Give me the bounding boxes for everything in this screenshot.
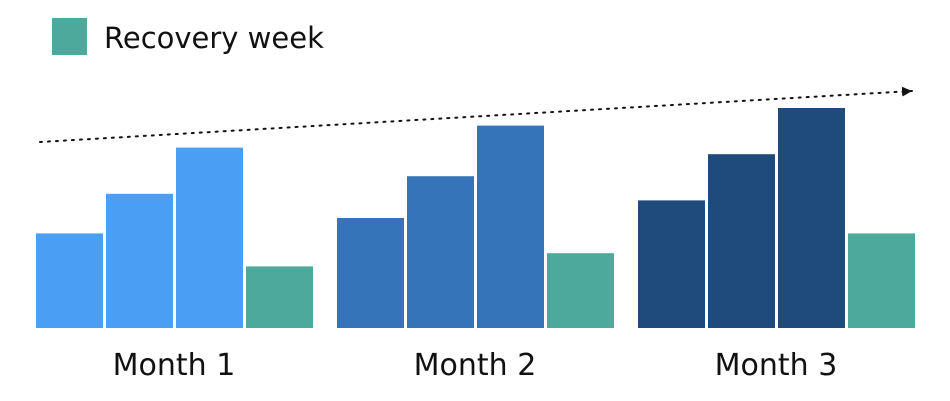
legend-swatch-recovery-week: [52, 18, 87, 55]
bar-month-3-week-1: [638, 200, 705, 328]
bar-month-1-recovery-week: [246, 266, 313, 328]
bar-month-3-recovery-week: [848, 233, 915, 328]
bar-month-2-recovery-week: [547, 253, 614, 328]
bar-month-3-week-2: [708, 154, 775, 328]
bars: [36, 108, 915, 328]
trend-arrow: [39, 86, 913, 143]
group-label-month-2: Month 2: [414, 348, 537, 383]
bar-month-3-week-3: [778, 108, 845, 328]
bar-month-1-week-1: [36, 233, 103, 328]
legend: Recovery week: [52, 18, 324, 55]
bar-month-1-week-3: [176, 147, 243, 328]
group-label-month-3: Month 3: [715, 348, 838, 383]
bar-month-2-week-2: [407, 176, 474, 328]
group-label-month-1: Month 1: [113, 348, 236, 383]
bar-month-2-week-1: [337, 218, 404, 328]
bar-month-1-week-2: [106, 193, 173, 328]
legend-label-recovery-week: Recovery week: [104, 21, 324, 55]
bar-month-2-week-3: [477, 125, 544, 328]
group-labels: Month 1 Month 2 Month 3: [113, 348, 838, 383]
